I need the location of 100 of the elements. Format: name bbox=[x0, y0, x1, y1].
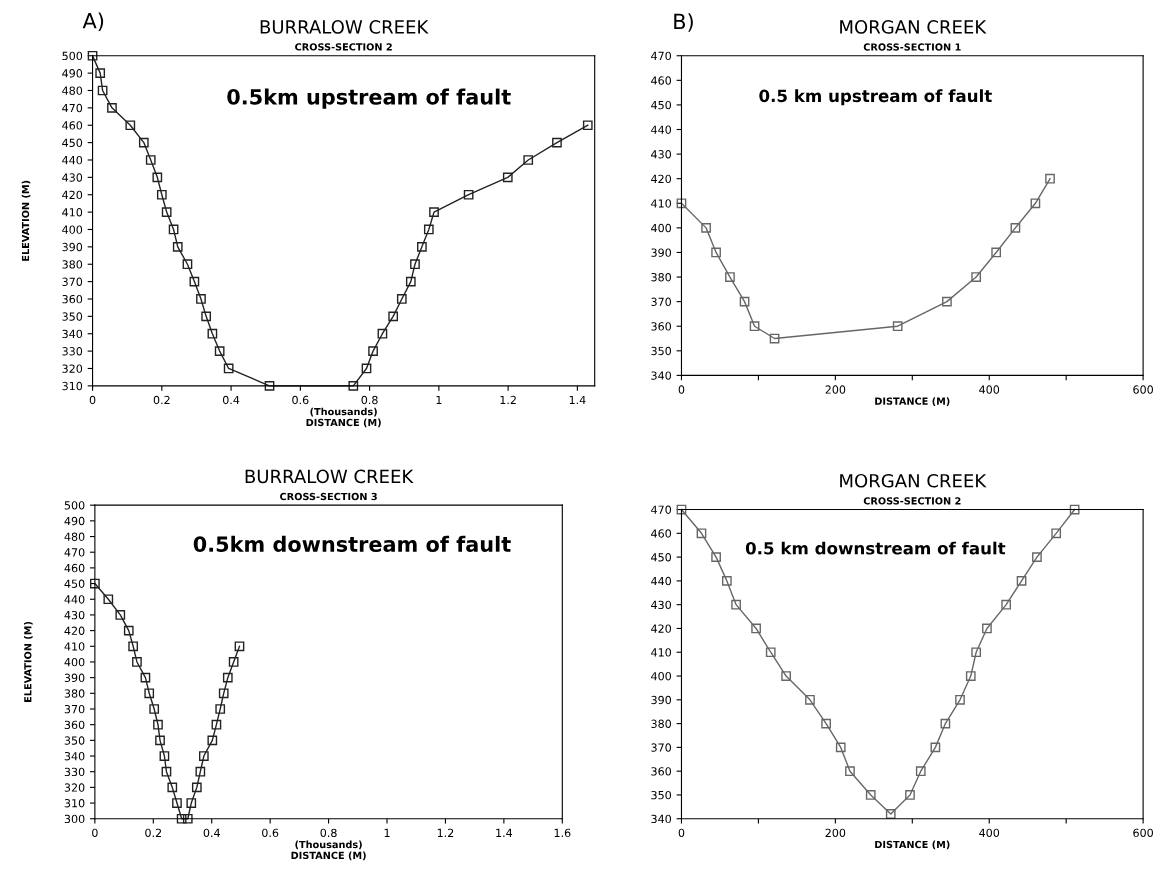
point bbox=[502, 172, 513, 183]
x-tick-label: 1.4 bbox=[569, 395, 586, 405]
y-tick-label: 440 bbox=[62, 155, 83, 165]
y-tick-label: 400 bbox=[651, 672, 672, 681]
y-tick-label: 380 bbox=[62, 260, 83, 269]
x-tick-label: 1.2 bbox=[500, 395, 516, 405]
x-tick-label: 0 bbox=[678, 385, 685, 394]
chart-subtitle: CROSS-SECTION 1 bbox=[863, 43, 961, 51]
point bbox=[1030, 198, 1041, 209]
chart-title: MORGAN CREEK bbox=[840, 473, 987, 488]
x-tick-label: 1 bbox=[384, 828, 390, 837]
point bbox=[722, 576, 732, 586]
point bbox=[176, 813, 187, 824]
x-tick-label: 1.4 bbox=[496, 828, 513, 837]
x-axis-title: DISTANCE (M) bbox=[875, 840, 950, 850]
y-tick-label: 390 bbox=[62, 242, 83, 252]
point bbox=[821, 718, 831, 729]
point bbox=[222, 672, 233, 683]
point bbox=[1032, 552, 1042, 562]
point bbox=[676, 504, 687, 515]
x-tick-label: 1.6 bbox=[554, 828, 571, 838]
text: B) bbox=[674, 13, 693, 32]
point bbox=[552, 137, 562, 148]
y-tick-label: 440 bbox=[651, 576, 672, 586]
point bbox=[892, 321, 903, 332]
y-tick-label: 420 bbox=[64, 626, 85, 635]
y-tick-label: 450 bbox=[651, 553, 672, 562]
y-tick-label: 390 bbox=[64, 673, 85, 683]
y-tick-label: 500 bbox=[62, 51, 83, 61]
point bbox=[201, 311, 212, 322]
point bbox=[1051, 528, 1062, 539]
y-tick-label: 450 bbox=[651, 100, 672, 110]
point bbox=[123, 625, 134, 636]
y-tick-label: 360 bbox=[651, 767, 672, 776]
y-axis-title: ELEVATION (M) bbox=[21, 180, 31, 261]
point bbox=[749, 321, 760, 332]
y-tick-label: 370 bbox=[62, 277, 83, 286]
y-tick-label: 480 bbox=[64, 532, 85, 541]
text: A) bbox=[82, 12, 104, 32]
y-tick-label: 490 bbox=[64, 516, 85, 526]
y-tick-label: 460 bbox=[62, 121, 83, 130]
point bbox=[396, 294, 407, 304]
y-tick-label: 340 bbox=[651, 371, 672, 380]
point bbox=[145, 155, 156, 165]
point bbox=[1016, 576, 1027, 586]
point bbox=[156, 189, 167, 200]
x-tick-label: 0.8 bbox=[361, 395, 378, 405]
point bbox=[711, 247, 721, 258]
y-tick-label: 460 bbox=[651, 529, 672, 538]
point bbox=[971, 647, 982, 658]
point bbox=[90, 578, 100, 589]
point bbox=[198, 751, 209, 761]
y-tick-label: 440 bbox=[651, 125, 672, 134]
point bbox=[186, 798, 197, 808]
y-tick-label: 410 bbox=[64, 642, 85, 651]
y-tick-label: 350 bbox=[651, 346, 672, 356]
point bbox=[1010, 223, 1021, 233]
point bbox=[971, 272, 982, 282]
y-tick-label: 390 bbox=[651, 248, 672, 257]
x-tick-label: 200 bbox=[825, 828, 846, 838]
point bbox=[405, 276, 416, 287]
point bbox=[940, 718, 951, 729]
point bbox=[125, 120, 136, 131]
point bbox=[167, 782, 178, 793]
point bbox=[155, 735, 165, 746]
point bbox=[417, 241, 427, 252]
y-tick-label: 360 bbox=[651, 322, 672, 331]
y-tick-label: 380 bbox=[651, 719, 672, 728]
point bbox=[915, 766, 926, 777]
y-tick-label: 470 bbox=[651, 505, 672, 514]
x-axis-title: (Thousands) DISTANCE (M) bbox=[306, 407, 381, 428]
annotation: 0.5 km downstream of fault bbox=[745, 541, 1006, 555]
y-tick-label: 380 bbox=[651, 273, 672, 282]
point bbox=[930, 742, 941, 753]
point bbox=[523, 155, 534, 165]
y-tick-label: 400 bbox=[651, 223, 672, 233]
y-tick-label: 320 bbox=[64, 783, 85, 792]
y-tick-label: 350 bbox=[64, 736, 85, 745]
point bbox=[965, 671, 976, 681]
point bbox=[172, 241, 183, 252]
point bbox=[95, 68, 106, 78]
y-tick-label: 490 bbox=[62, 69, 83, 78]
point bbox=[140, 672, 151, 683]
annotation: 0.5km upstream of fault bbox=[227, 88, 511, 109]
point bbox=[161, 207, 172, 217]
x-tick-label: 600 bbox=[1133, 385, 1153, 394]
point bbox=[982, 623, 992, 634]
point bbox=[223, 363, 234, 374]
point bbox=[189, 276, 200, 287]
point bbox=[696, 528, 707, 539]
y-tick-label: 370 bbox=[651, 743, 672, 752]
point bbox=[942, 296, 952, 307]
point bbox=[1069, 504, 1080, 515]
y-tick-label: 330 bbox=[62, 347, 83, 356]
y-tick-label: 460 bbox=[651, 76, 672, 85]
point bbox=[1001, 599, 1012, 610]
x-tick-label: 0.2 bbox=[153, 395, 170, 405]
x-tick-label: 1.2 bbox=[437, 828, 454, 837]
y-tick-label: 400 bbox=[62, 225, 83, 234]
y-tick-label: 390 bbox=[651, 695, 672, 705]
